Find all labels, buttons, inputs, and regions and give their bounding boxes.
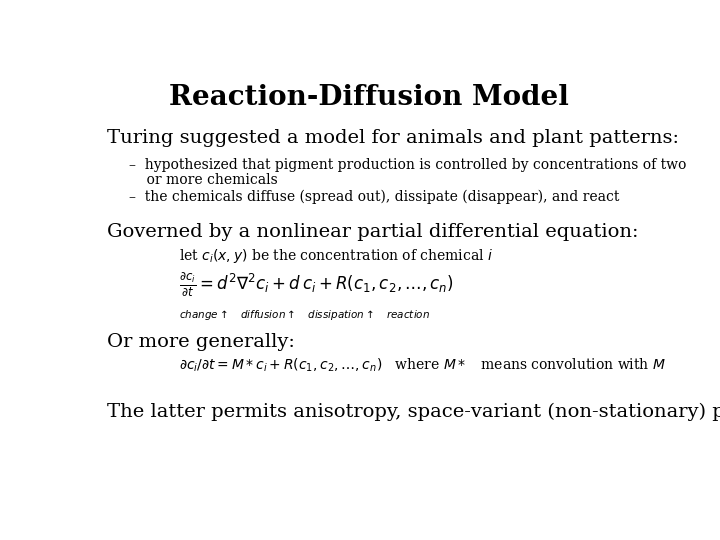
Text: let $c_i(x,y)$ be the concentration of chemical $i$: let $c_i(x,y)$ be the concentration of c…: [179, 246, 493, 265]
Text: Reaction-Diffusion Model: Reaction-Diffusion Model: [169, 84, 569, 111]
Text: Or more generally:: Or more generally:: [107, 333, 294, 351]
Text: or more chemicals: or more chemicals: [129, 173, 278, 187]
Text: –  the chemicals diffuse (spread out), dissipate (disappear), and react: – the chemicals diffuse (spread out), di…: [129, 190, 619, 204]
Text: $\mathit{change} \uparrow \quad \mathit{diffusion} \uparrow \quad \mathit{dissip: $\mathit{change} \uparrow \quad \mathit{…: [179, 308, 431, 322]
Text: –  hypothesized that pigment production is controlled by concentrations of two: – hypothesized that pigment production i…: [129, 158, 686, 172]
Text: $\frac{\partial c_i}{\partial t} = d^2\nabla^2 c_i + d\,c_i + R(c_1, c_2, \ldots: $\frac{\partial c_i}{\partial t} = d^2\n…: [179, 271, 454, 299]
Text: The latter permits anisotropy, space-variant (non-stationary) patterns.: The latter permits anisotropy, space-var…: [107, 402, 720, 421]
Text: Turing suggested a model for animals and plant patterns:: Turing suggested a model for animals and…: [107, 129, 679, 147]
Text: Governed by a nonlinear partial differential equation:: Governed by a nonlinear partial differen…: [107, 223, 638, 241]
Text: $\partial c_i/\partial t = M * c_i + R(c_1, c_2, \ldots, c_n)$   where $M*$   me: $\partial c_i/\partial t = M * c_i + R(c…: [179, 357, 666, 374]
